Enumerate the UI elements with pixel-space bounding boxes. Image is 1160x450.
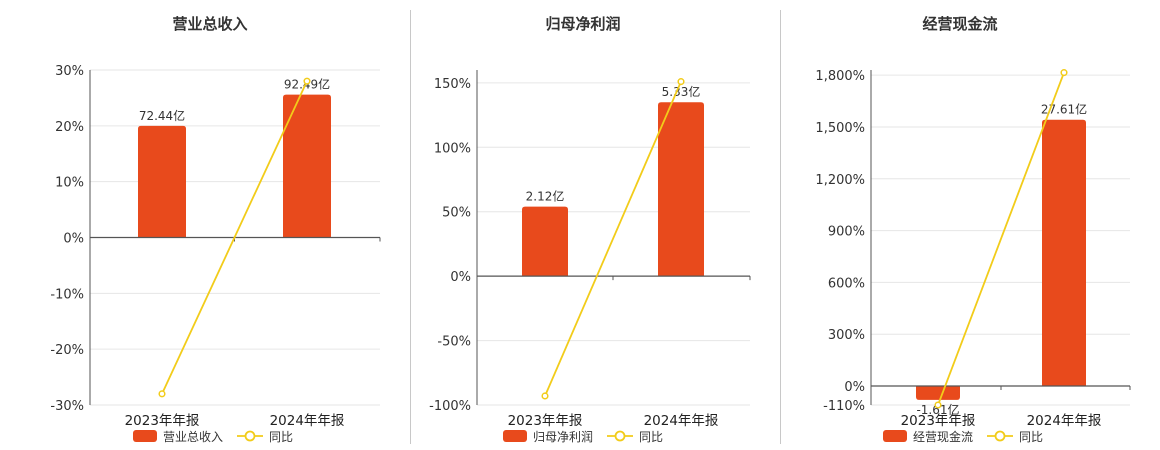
chart-panel-revenue: 营业总收入30%20%10%0%-10%-20%-30%72.44亿92.49亿… bbox=[0, 0, 410, 450]
y-tick-label: 1,800% bbox=[815, 69, 865, 84]
category-label: 2024年年报 bbox=[270, 413, 345, 429]
yoy-point bbox=[934, 401, 942, 409]
y-tick-label: -100% bbox=[429, 399, 471, 414]
y-tick-label: 50% bbox=[442, 206, 471, 221]
y-tick-label: 150% bbox=[434, 77, 471, 92]
category-label: 2024年年报 bbox=[1027, 413, 1102, 429]
y-tick-label: 30% bbox=[55, 64, 84, 79]
y-tick-label: 300% bbox=[828, 328, 865, 343]
legend-swatch-bar bbox=[503, 430, 527, 442]
y-tick-label: 1,200% bbox=[815, 173, 865, 188]
legend-label-bar: 营业总收入 bbox=[163, 430, 223, 444]
panel-divider bbox=[410, 10, 411, 444]
legend-swatch-point bbox=[244, 430, 256, 442]
bar bbox=[1042, 119, 1086, 387]
bar-data-label: 2.12亿 bbox=[526, 189, 565, 204]
bar-data-label: 5.33亿 bbox=[662, 84, 701, 99]
legend-label-line: 同比 bbox=[1019, 430, 1043, 444]
bar-data-label: -1.61亿 bbox=[916, 402, 959, 417]
category-label: 2024年年报 bbox=[644, 413, 719, 429]
category-label: 2023年年报 bbox=[508, 413, 583, 429]
chart-title: 营业总收入 bbox=[172, 15, 247, 33]
bar bbox=[658, 102, 704, 277]
chart-title: 经营现金流 bbox=[922, 15, 997, 33]
y-tick-label: -10% bbox=[50, 287, 84, 302]
y-tick-label: 0% bbox=[63, 232, 84, 247]
bar bbox=[138, 125, 186, 238]
chart-cash-flow: 经营现金流 1,800% 1,500% 1,200% 900% 600% 300% 0% -11… bbox=[815, 15, 1131, 444]
legend-swatch-point bbox=[994, 430, 1006, 442]
y-tick-label: -50% bbox=[437, 335, 471, 350]
yoy-point bbox=[677, 78, 685, 86]
bar bbox=[522, 206, 568, 277]
bar bbox=[916, 386, 960, 400]
y-tick-label: 600% bbox=[828, 276, 865, 291]
y-tick-label: 100% bbox=[434, 141, 471, 156]
yoy-line bbox=[937, 72, 1065, 406]
yoy-line bbox=[544, 81, 682, 397]
yoy-point bbox=[303, 77, 311, 85]
y-tick-label: 10% bbox=[55, 176, 84, 191]
legend-swatch-bar bbox=[133, 430, 157, 442]
category-label: 2023年年报 bbox=[125, 413, 200, 429]
y-tick-label: -20% bbox=[50, 343, 84, 358]
y-tick-label: 20% bbox=[55, 120, 84, 135]
chart-panel-cash-flow: 经营现金流 1,800% 1,500% 1,200% 900% 600% 300% 0% -11… bbox=[780, 0, 1160, 450]
chart-panel-net-profit: 归母净利润 150% 100% 50% 0% -50% -100% 2.12亿 5.33亿 202… bbox=[410, 0, 780, 450]
y-tick-label: 0% bbox=[450, 270, 471, 285]
bar bbox=[283, 94, 331, 238]
y-tick-label: 1,500% bbox=[815, 121, 865, 136]
chart-title: 归母净利润 bbox=[545, 15, 620, 33]
panel-divider bbox=[780, 10, 781, 444]
legend-swatch-bar bbox=[883, 430, 907, 442]
bar-data-label: 72.44亿 bbox=[139, 108, 185, 123]
y-tick-label: 900% bbox=[828, 225, 865, 240]
yoy-point bbox=[541, 392, 549, 400]
legend-label-line: 同比 bbox=[269, 430, 293, 444]
legend-label-line: 同比 bbox=[639, 430, 663, 444]
legend-label-bar: 归母净利润 bbox=[533, 430, 593, 444]
chart-revenue: 营业总收入30%20%10%0%-10%-20%-30%72.44亿92.49亿… bbox=[50, 15, 381, 444]
yoy-point bbox=[158, 390, 166, 398]
chart-net-profit: 归母净利润 150% 100% 50% 0% -50% -100% 2.12亿 5.33亿 202… bbox=[429, 15, 751, 444]
legend-label-bar: 经营现金流 bbox=[913, 429, 973, 444]
yoy-point bbox=[1060, 69, 1068, 77]
legend-swatch-point bbox=[614, 430, 626, 442]
yoy-line bbox=[161, 80, 308, 395]
category-label: 2023年年报 bbox=[901, 413, 976, 429]
y-tick-label: -110% bbox=[823, 399, 865, 414]
y-tick-label: -30% bbox=[50, 399, 84, 414]
y-tick-label: 0% bbox=[844, 380, 865, 395]
